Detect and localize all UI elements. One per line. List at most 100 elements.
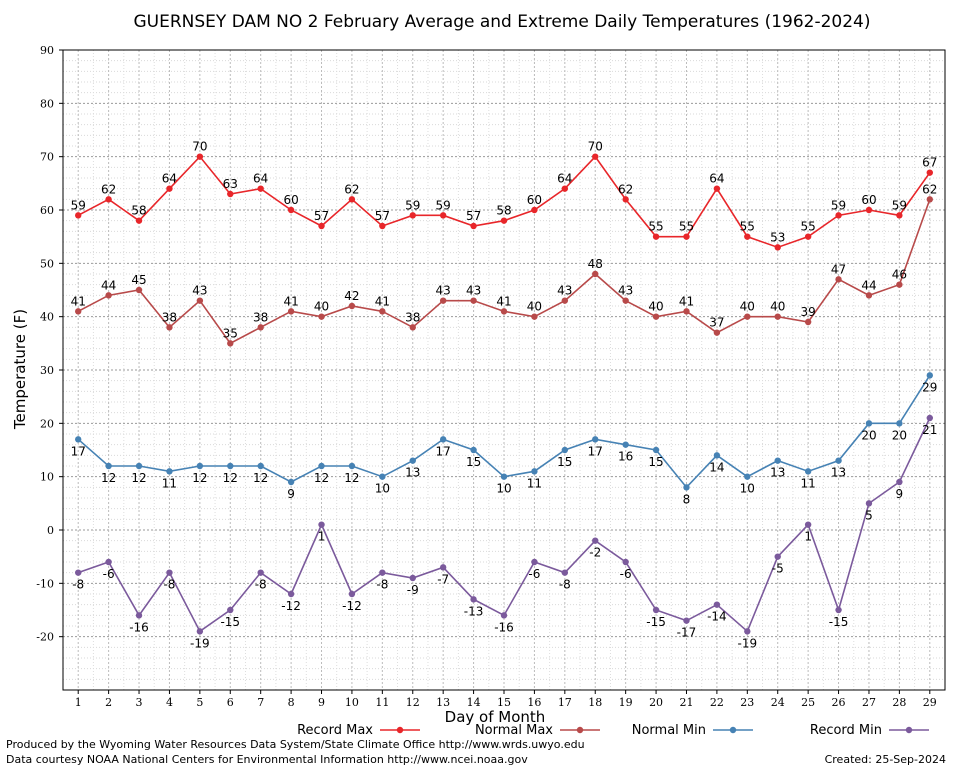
data-point-record-min <box>196 628 204 635</box>
data-point-normal-min <box>652 446 660 454</box>
data-label-normal-max: 41 <box>71 294 86 308</box>
data-label-record-max: 64 <box>162 172 177 186</box>
data-point-record-min <box>774 553 781 560</box>
data-point-normal-max <box>835 276 842 283</box>
data-point-normal-min <box>105 462 112 470</box>
y-tick-label: 40 <box>40 311 54 324</box>
data-point-normal-max <box>287 308 295 315</box>
data-label-normal-max: 43 <box>618 284 633 298</box>
data-point-record-min <box>227 606 234 614</box>
data-label-normal-min: 12 <box>253 471 268 485</box>
data-point-record-min <box>166 569 173 576</box>
data-point-normal-min <box>470 446 477 454</box>
legend-marker-record-max <box>396 726 404 734</box>
data-point-record-min <box>592 537 599 544</box>
data-point-record-min <box>926 414 933 422</box>
data-point-record-min <box>105 558 112 566</box>
data-label-record-min: 1 <box>804 530 812 544</box>
data-point-record-max <box>75 212 82 219</box>
series-record-min: -8 -6 -16 -8 -19 -15 -8 -12 1 -12 -8 -9 -7 -13 -16 -6 -8… <box>72 414 937 650</box>
data-point-record-min <box>713 601 721 608</box>
data-label-normal-max: 41 <box>283 294 298 308</box>
data-point-normal-max <box>744 313 751 320</box>
data-label-normal-min: 11 <box>162 476 177 490</box>
data-point-normal-max <box>592 270 599 278</box>
data-label-record-max: 55 <box>800 220 815 234</box>
y-tick-label: 50 <box>40 257 54 270</box>
legend-label-record-max: Record Max <box>297 723 373 738</box>
data-label-normal-min: 10 <box>496 482 511 496</box>
data-point-record-max <box>500 217 508 224</box>
data-point-normal-max <box>196 297 204 304</box>
data-point-record-min <box>500 612 508 619</box>
data-label-normal-max: 38 <box>253 310 268 324</box>
data-label-record-min: -16 <box>129 620 149 634</box>
data-label-normal-max: 46 <box>892 268 907 282</box>
data-label-record-min: -13 <box>464 604 484 618</box>
data-label-record-max: 55 <box>679 220 694 234</box>
data-point-record-min <box>470 596 477 603</box>
x-tick-label: 4 <box>166 696 173 709</box>
x-tick-label: 3 <box>136 696 143 709</box>
data-point-record-min <box>865 500 873 507</box>
x-tick-label: 28 <box>892 696 906 709</box>
data-label-normal-max: 43 <box>436 284 451 298</box>
data-point-record-max <box>287 206 295 214</box>
data-point-record-max <box>774 244 781 251</box>
data-point-record-min <box>135 612 143 619</box>
x-tick-label: 18 <box>588 696 602 709</box>
data-label-normal-min: 11 <box>800 476 815 490</box>
data-point-normal-max <box>409 324 416 331</box>
x-tick-label: 6 <box>227 696 234 709</box>
data-label-record-min: -15 <box>220 615 240 629</box>
data-point-normal-min <box>926 372 933 379</box>
data-label-normal-min: 17 <box>588 444 603 458</box>
data-label-normal-min: 10 <box>375 482 390 496</box>
data-label-record-max: 63 <box>223 177 238 191</box>
data-label-record-min: -12 <box>281 599 301 613</box>
footer-data-source: Data courtesy NOAA National Centers for … <box>6 753 528 766</box>
data-label-record-min: 5 <box>865 508 873 522</box>
y-tick-label: 30 <box>40 364 54 377</box>
data-label-normal-min: 12 <box>131 471 146 485</box>
x-tick-label: 29 <box>923 696 937 709</box>
data-point-normal-min <box>348 462 356 470</box>
data-label-normal-max: 44 <box>101 278 116 292</box>
data-label-record-max: 64 <box>709 172 724 186</box>
data-point-record-max <box>470 222 477 230</box>
data-point-normal-min <box>227 462 234 470</box>
x-tick-label: 25 <box>801 696 815 709</box>
data-label-record-max: 62 <box>101 182 116 196</box>
data-label-record-min: 1 <box>318 530 326 544</box>
data-label-normal-max: 45 <box>131 273 146 287</box>
data-label-normal-min: 17 <box>436 444 451 458</box>
data-label-normal-min: 15 <box>557 455 572 469</box>
data-label-normal-min: 15 <box>466 455 481 469</box>
data-label-normal-max: 40 <box>527 300 542 314</box>
x-tick-label: 10 <box>345 696 359 709</box>
data-point-normal-min <box>896 420 903 427</box>
data-label-normal-min: 20 <box>892 428 907 442</box>
data-point-record-max <box>865 206 873 214</box>
data-label-record-min: -17 <box>677 626 697 640</box>
data-label-normal-min: 8 <box>683 492 691 506</box>
data-point-normal-min <box>196 462 204 470</box>
data-point-record-min <box>622 558 629 566</box>
data-point-record-max <box>561 185 569 192</box>
data-label-record-min: -9 <box>407 583 419 597</box>
data-label-normal-max: 41 <box>679 294 694 308</box>
data-point-normal-max <box>865 292 873 299</box>
data-point-record-max <box>105 196 112 203</box>
data-point-record-max <box>713 185 721 192</box>
data-label-normal-max: 44 <box>861 278 876 292</box>
data-point-record-min <box>531 558 538 566</box>
data-point-normal-min <box>287 478 295 486</box>
data-point-record-max <box>257 185 264 192</box>
x-tick-label: 16 <box>527 696 541 709</box>
data-point-normal-max <box>652 313 660 320</box>
data-point-normal-max <box>926 196 933 203</box>
data-point-record-min <box>744 628 751 635</box>
series-normal-min: 17 12 12 11 12 12 12 9 12 12 10 13 17 15 10 11 15 17 16 15 8… <box>71 372 937 506</box>
y-tick-label: 80 <box>40 97 54 110</box>
data-point-normal-min <box>135 462 143 470</box>
